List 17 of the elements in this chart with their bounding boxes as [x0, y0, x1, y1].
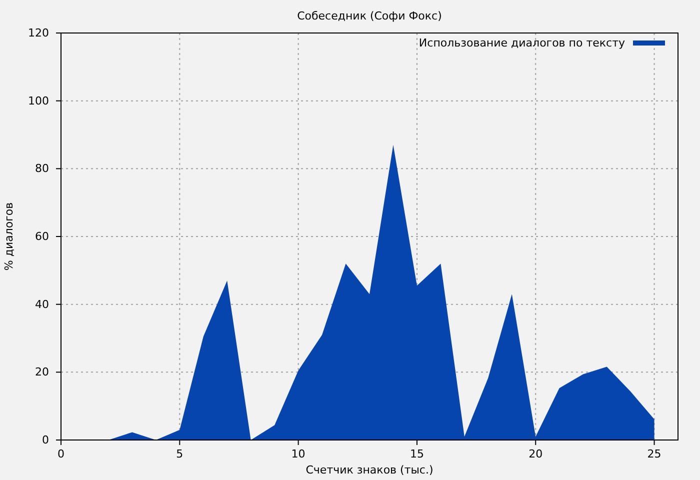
x-tick-label: 15	[410, 448, 424, 460]
y-tick-label: 40	[35, 298, 49, 311]
chart-title: Собеседник (Софи Фокс)	[297, 10, 442, 22]
y-tick-label: 60	[35, 230, 49, 243]
y-tick-label: 100	[28, 94, 49, 108]
y-axis-title: % диалогов	[2, 202, 16, 271]
y-tick-label: 80	[35, 162, 49, 176]
y-tick-label: 120	[28, 26, 49, 40]
x-tick-label: 20	[528, 448, 543, 460]
y-tick-label: 20	[35, 366, 49, 379]
legend-label: Использование диалогов по тексту	[418, 36, 626, 50]
x-tick-label: 25	[647, 448, 662, 460]
x-tick-label: 5	[176, 448, 184, 460]
y-tick-label: 0	[42, 434, 49, 446]
x-tick-label: 10	[291, 448, 306, 460]
x-axis-title: Счетчик знаков (тыс.)	[306, 464, 434, 476]
x-tick-label: 0	[58, 448, 64, 460]
